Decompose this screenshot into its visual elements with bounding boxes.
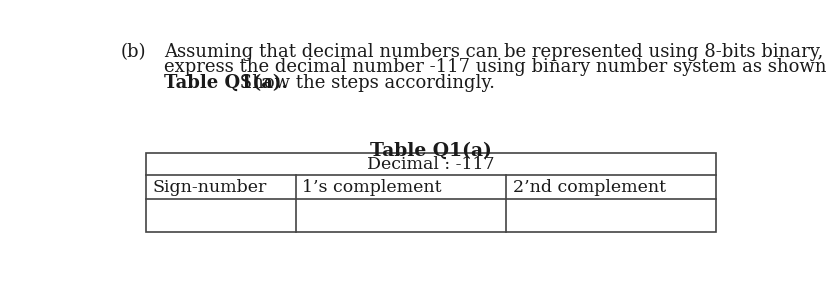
Text: Table Q1(a): Table Q1(a) — [370, 142, 491, 159]
Text: Decimal : -117: Decimal : -117 — [366, 156, 495, 173]
Text: express the decimal number -117 using binary number system as shown in: express the decimal number -117 using bi… — [164, 58, 827, 76]
Text: Table Q1(a).: Table Q1(a). — [164, 74, 287, 92]
Bar — [146, 153, 715, 231]
Text: 2’nd complement: 2’nd complement — [512, 179, 665, 196]
Text: (b): (b) — [121, 43, 146, 61]
Text: Sign-number: Sign-number — [152, 179, 266, 196]
Text: 1’s complement: 1’s complement — [302, 179, 441, 196]
Text: Show the steps accordingly.: Show the steps accordingly. — [233, 74, 494, 92]
Text: Assuming that decimal numbers can be represented using 8-bits binary,: Assuming that decimal numbers can be rep… — [164, 43, 822, 61]
